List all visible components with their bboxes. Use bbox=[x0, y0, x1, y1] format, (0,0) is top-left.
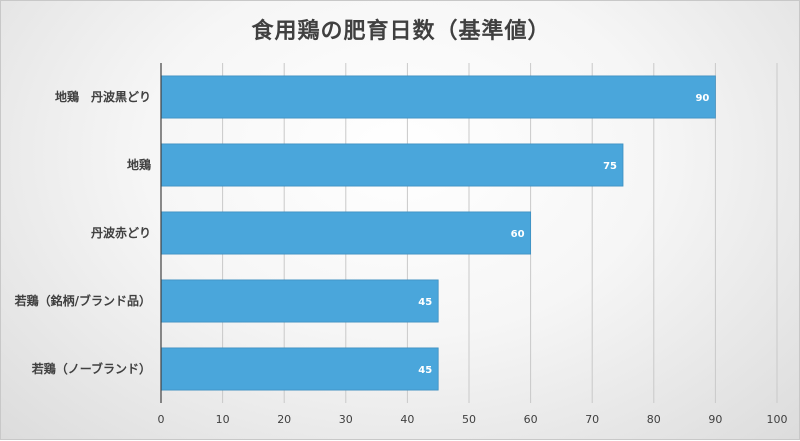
x-tick-label: 90 bbox=[708, 413, 722, 426]
x-tick-label: 100 bbox=[767, 413, 788, 426]
bar bbox=[160, 347, 439, 391]
category-label: 若鶏（ノーブランド） bbox=[31, 361, 151, 376]
x-tick-label: 50 bbox=[462, 413, 476, 426]
x-tick-label: 20 bbox=[277, 413, 291, 426]
data-label: 90 bbox=[695, 93, 709, 104]
x-tick-label: 70 bbox=[585, 413, 599, 426]
category-label: 若鶏（銘柄/ブランド品） bbox=[14, 293, 151, 308]
chart-title: 食用鶏の肥育日数（基準値） bbox=[251, 19, 551, 44]
data-label: 45 bbox=[418, 365, 432, 376]
category-label: 地鶏 丹波黒どり bbox=[55, 89, 151, 104]
data-label: 60 bbox=[511, 229, 525, 240]
x-tick-label: 40 bbox=[400, 413, 414, 426]
bar bbox=[160, 211, 532, 255]
x-tick-label: 30 bbox=[339, 413, 353, 426]
x-tick-label: 10 bbox=[216, 413, 230, 426]
x-tick-label: 80 bbox=[647, 413, 661, 426]
labels: 0 10 20 30 40 50 60 70 80 90 100 地鶏 丹波黒どり 90 地鶏 75 丹波赤ど… bbox=[14, 89, 788, 426]
bars bbox=[160, 75, 716, 391]
data-label: 45 bbox=[418, 297, 432, 308]
bar bbox=[160, 143, 624, 187]
category-label: 丹波赤どり bbox=[91, 225, 151, 240]
x-tick-label: 60 bbox=[524, 413, 538, 426]
bar bbox=[160, 75, 716, 119]
category-label: 地鶏 bbox=[127, 157, 151, 172]
x-tick-label: 0 bbox=[158, 413, 165, 426]
data-label: 75 bbox=[603, 161, 617, 172]
bar bbox=[160, 279, 439, 323]
